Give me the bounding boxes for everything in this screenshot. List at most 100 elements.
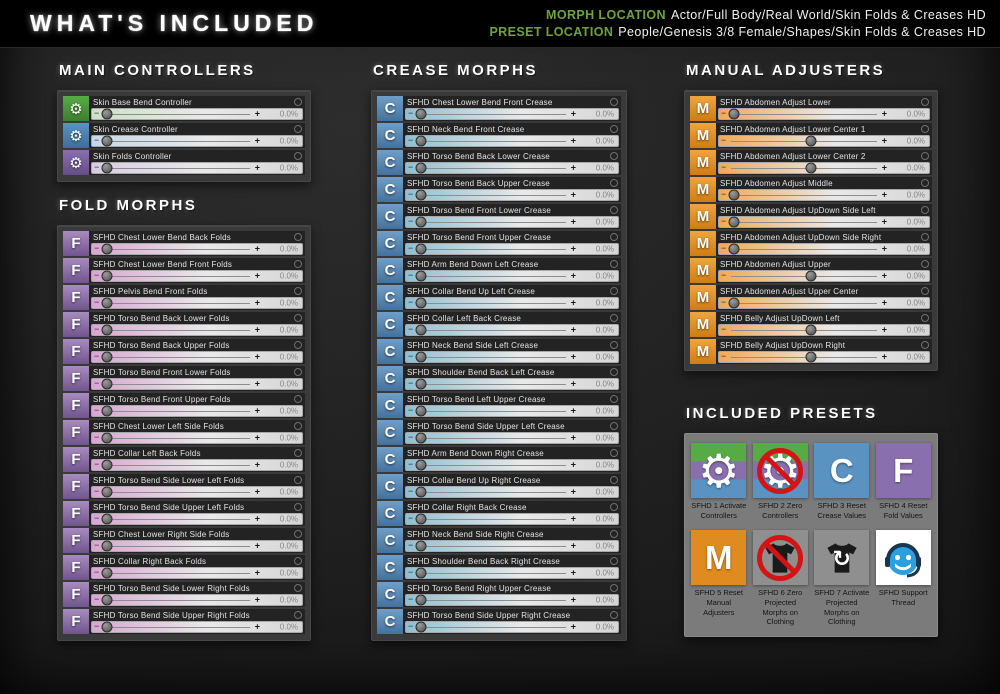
slider-handle[interactable] [101,243,113,255]
slider-settings-icon[interactable] [294,233,302,241]
slider-handle[interactable] [415,594,427,606]
minus-nudge-icon[interactable]: − [94,269,100,280]
slider-track[interactable]: − + 0.0% [405,567,619,579]
slider-handle[interactable] [728,216,740,228]
minus-nudge-icon[interactable]: − [721,242,727,253]
preset-tile-reset-manual-adjusters[interactable]: M SFHD 5 Reset Manual Adjusters [691,530,747,627]
plus-nudge-icon[interactable]: + [570,216,576,227]
minus-nudge-icon[interactable]: − [408,296,414,307]
slider-track[interactable]: − + 0.0% [405,108,619,120]
slider-settings-icon[interactable] [610,557,618,565]
minus-nudge-icon[interactable]: − [408,593,414,604]
plus-nudge-icon[interactable]: + [570,513,576,524]
slider-handle[interactable] [101,135,113,147]
minus-nudge-icon[interactable]: − [94,431,100,442]
slider-handle[interactable] [101,513,113,525]
preset-tile-activate-controllers[interactable]: ⚙ SFHD 1 Activate Controllers [691,443,747,521]
slider-handle[interactable] [101,324,113,336]
minus-nudge-icon[interactable]: − [94,242,100,253]
slider-track[interactable]: − + 0.0% [405,540,619,552]
slider-settings-icon[interactable] [921,206,929,214]
plus-nudge-icon[interactable]: + [254,162,260,173]
slider-handle[interactable] [101,567,113,579]
slider-settings-icon[interactable] [610,395,618,403]
minus-nudge-icon[interactable]: − [721,269,727,280]
plus-nudge-icon[interactable]: + [570,459,576,470]
slider-track[interactable]: − + 0.0% [718,297,930,309]
slider-handle[interactable] [101,270,113,282]
plus-nudge-icon[interactable]: + [881,243,887,254]
minus-nudge-icon[interactable]: − [408,323,414,334]
slider-settings-icon[interactable] [294,476,302,484]
slider-settings-icon[interactable] [294,260,302,268]
slider-track[interactable]: − + 0.0% [405,189,619,201]
slider-track[interactable]: − + 0.0% [405,432,619,444]
plus-nudge-icon[interactable]: + [881,162,887,173]
slider-settings-icon[interactable] [921,152,929,160]
minus-nudge-icon[interactable]: − [94,404,100,415]
plus-nudge-icon[interactable]: + [570,621,576,632]
slider-handle[interactable] [415,540,427,552]
minus-nudge-icon[interactable]: − [721,323,727,334]
plus-nudge-icon[interactable]: + [254,324,260,335]
plus-nudge-icon[interactable]: + [570,135,576,146]
slider-settings-icon[interactable] [294,611,302,619]
slider-track[interactable]: − + 0.0% [405,270,619,282]
plus-nudge-icon[interactable]: + [881,216,887,227]
plus-nudge-icon[interactable]: + [254,621,260,632]
plus-nudge-icon[interactable]: + [254,459,260,470]
slider-settings-icon[interactable] [610,368,618,376]
slider-handle[interactable] [101,621,113,633]
slider-settings-icon[interactable] [294,449,302,457]
minus-nudge-icon[interactable]: − [94,350,100,361]
minus-nudge-icon[interactable]: − [94,296,100,307]
slider-handle[interactable] [101,378,113,390]
minus-nudge-icon[interactable]: − [94,107,100,118]
slider-settings-icon[interactable] [921,98,929,106]
slider-settings-icon[interactable] [294,503,302,511]
slider-track[interactable]: − + 0.0% [91,108,303,120]
slider-track[interactable]: − + 0.0% [91,378,303,390]
minus-nudge-icon[interactable]: − [94,593,100,604]
slider-settings-icon[interactable] [610,314,618,322]
minus-nudge-icon[interactable]: − [721,161,727,172]
slider-settings-icon[interactable] [610,287,618,295]
minus-nudge-icon[interactable]: − [408,215,414,226]
minus-nudge-icon[interactable]: − [408,107,414,118]
slider-handle[interactable] [415,270,427,282]
slider-handle[interactable] [101,297,113,309]
slider-track[interactable]: − + 0.0% [405,162,619,174]
slider-track[interactable]: − + 0.0% [718,324,930,336]
slider-settings-icon[interactable] [610,98,618,106]
slider-handle[interactable] [415,459,427,471]
slider-handle[interactable] [415,405,427,417]
slider-track[interactable]: − + 0.0% [91,162,303,174]
slider-handle[interactable] [101,486,113,498]
minus-nudge-icon[interactable]: − [408,404,414,415]
slider-handle[interactable] [415,189,427,201]
slider-track[interactable]: − + 0.0% [718,189,930,201]
minus-nudge-icon[interactable]: − [94,485,100,496]
plus-nudge-icon[interactable]: + [254,567,260,578]
plus-nudge-icon[interactable]: + [254,351,260,362]
slider-track[interactable]: − + 0.0% [405,378,619,390]
plus-nudge-icon[interactable]: + [570,540,576,551]
slider-settings-icon[interactable] [294,395,302,403]
slider-track[interactable]: − + 0.0% [91,486,303,498]
slider-track[interactable]: − + 0.0% [718,351,930,363]
slider-handle[interactable] [415,432,427,444]
plus-nudge-icon[interactable]: + [570,324,576,335]
minus-nudge-icon[interactable]: − [408,431,414,442]
slider-settings-icon[interactable] [610,179,618,187]
slider-track[interactable]: − + 0.0% [405,243,619,255]
minus-nudge-icon[interactable]: − [408,269,414,280]
slider-handle[interactable] [805,324,817,336]
preset-tile-reset-fold-values[interactable]: F SFHD 4 Reset Fold Values [875,443,932,521]
slider-track[interactable]: − + 0.0% [91,297,303,309]
slider-settings-icon[interactable] [610,206,618,214]
slider-handle[interactable] [805,135,817,147]
plus-nudge-icon[interactable]: + [254,486,260,497]
minus-nudge-icon[interactable]: − [94,323,100,334]
minus-nudge-icon[interactable]: − [94,539,100,550]
slider-track[interactable]: − + 0.0% [718,135,930,147]
